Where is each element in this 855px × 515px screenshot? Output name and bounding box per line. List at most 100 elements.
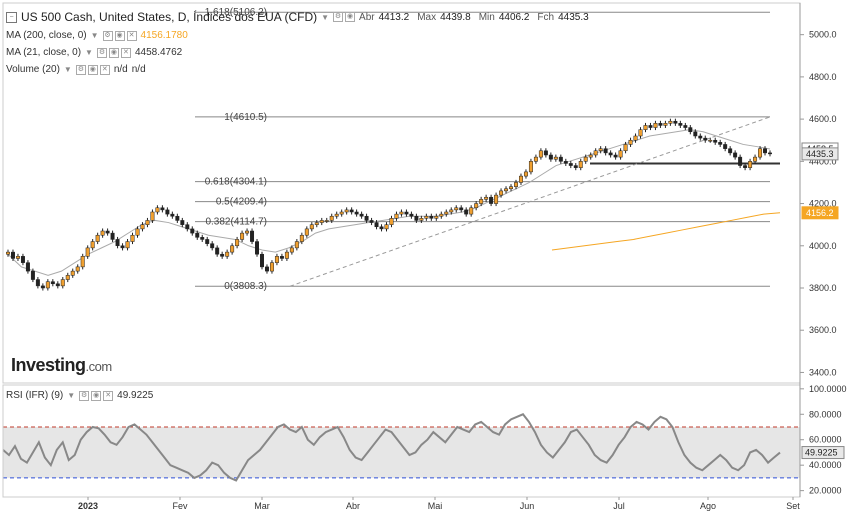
candle-body bbox=[668, 120, 673, 124]
candle-body bbox=[474, 203, 479, 209]
candle-body bbox=[698, 135, 703, 139]
candle-body bbox=[225, 251, 230, 257]
candle-body bbox=[284, 251, 289, 259]
fib-label: 1.618(5106.2) bbox=[205, 7, 267, 18]
candle-body bbox=[309, 224, 314, 230]
candle-body bbox=[658, 123, 663, 126]
rsi-value-tag-box bbox=[801, 446, 845, 460]
candle-body bbox=[90, 241, 95, 249]
symbol-title: US 500 Cash, United States, D, Índices d… bbox=[21, 10, 318, 24]
candle-body bbox=[603, 148, 608, 154]
eye-icon: ◉ bbox=[345, 12, 356, 22]
settings-icon: ⚙ bbox=[96, 47, 107, 58]
volume-label: Volume (20) bbox=[6, 64, 60, 75]
candle-body bbox=[409, 213, 414, 217]
candle-body bbox=[185, 224, 190, 230]
chevron-down-icon[interactable]: ▼ bbox=[63, 65, 72, 74]
settings-icon: ⚙ bbox=[102, 30, 113, 41]
candle-body bbox=[314, 222, 319, 225]
candle-body bbox=[230, 245, 235, 253]
candle-body bbox=[758, 148, 763, 158]
x-tick-label: Mai bbox=[428, 501, 443, 511]
collapse-icon[interactable]: − bbox=[6, 11, 17, 23]
x-tick-label: Mar bbox=[254, 501, 270, 511]
legend-controls[interactable]: ⚙ ◉ ✕ bbox=[102, 30, 137, 41]
fib-label: 0.382(4114.7) bbox=[205, 217, 267, 228]
candle-body bbox=[593, 150, 598, 156]
candle-body bbox=[538, 150, 543, 158]
price-tick-label: 4400.0 bbox=[809, 156, 837, 166]
eye-icon: ◉ bbox=[91, 390, 102, 401]
candle-body bbox=[205, 239, 210, 244]
price-tick-label: 5000.0 bbox=[809, 30, 837, 40]
candle-body bbox=[245, 230, 250, 234]
legend-controls[interactable]: ⚙ ◉ bbox=[333, 12, 356, 22]
candle-body bbox=[100, 230, 105, 236]
candle-body bbox=[763, 148, 768, 154]
price-tag-label: 4435.3 bbox=[806, 149, 834, 159]
candle-body bbox=[494, 194, 499, 204]
candle-body bbox=[543, 150, 548, 156]
candle-body bbox=[115, 239, 120, 247]
candle-body bbox=[304, 228, 309, 236]
candle-body bbox=[563, 161, 568, 164]
rsi-label: RSI (IFR) (9) bbox=[6, 390, 64, 401]
price-tag-box bbox=[801, 206, 839, 220]
candle-body bbox=[120, 245, 125, 249]
candle-body bbox=[613, 154, 618, 158]
fib-label: 0.5(4209.4) bbox=[216, 197, 267, 208]
candle-body bbox=[6, 251, 10, 255]
candle-body bbox=[190, 228, 195, 234]
ma200-value: 4156.1780 bbox=[140, 30, 188, 41]
candle-body bbox=[663, 123, 668, 126]
candle-body bbox=[608, 152, 613, 156]
axes: 5000.0 4800.0 4600.0 4400.0 4200.0 4000.0 3800… bbox=[2, 2, 847, 511]
chevron-down-icon[interactable]: ▼ bbox=[321, 12, 330, 22]
price-tick-label: 3400.0 bbox=[809, 367, 837, 377]
candle-body bbox=[324, 220, 329, 222]
symbol-legend: − US 500 Cash, United States, D, Índices… bbox=[6, 10, 593, 24]
candle-body bbox=[558, 156, 563, 162]
candle-body bbox=[15, 256, 20, 259]
fib-label: 0.618(4304.1) bbox=[205, 177, 267, 188]
candle-body bbox=[289, 247, 294, 253]
min-label: Min bbox=[478, 11, 495, 23]
fib-label: 1(4610.5) bbox=[224, 112, 267, 123]
candle-body bbox=[260, 253, 264, 268]
candle-body bbox=[240, 232, 245, 240]
legend-controls[interactable]: ⚙ ◉ ✕ bbox=[96, 47, 131, 58]
open-label: Abr bbox=[359, 11, 375, 23]
candle-body bbox=[155, 207, 160, 213]
chevron-down-icon[interactable]: ▼ bbox=[67, 391, 76, 400]
legend-controls[interactable]: ⚙ ◉ ✕ bbox=[79, 390, 114, 401]
x-tick-label: 2023 bbox=[78, 501, 98, 511]
x-tick-label: Ago bbox=[700, 501, 716, 511]
max-label: Max bbox=[417, 11, 437, 23]
candle-body bbox=[553, 156, 558, 160]
open-value: 4413.2 bbox=[378, 11, 410, 23]
candle-body bbox=[653, 123, 658, 128]
candle-body bbox=[598, 148, 603, 152]
x-tick-label: Fev bbox=[172, 501, 188, 511]
candle-body bbox=[548, 154, 553, 160]
candle-body bbox=[728, 148, 733, 154]
candle-body bbox=[215, 247, 220, 255]
candle-body bbox=[723, 144, 728, 149]
candle-body bbox=[738, 156, 743, 166]
chevron-down-icon[interactable]: ▼ bbox=[90, 31, 99, 40]
candle-body bbox=[250, 230, 255, 242]
eye-icon: ◉ bbox=[114, 30, 125, 41]
candle-body bbox=[40, 285, 45, 289]
settings-icon: ⚙ bbox=[333, 12, 344, 22]
candle-body bbox=[703, 137, 708, 141]
legend-controls[interactable]: ⚙ ◉ ✕ bbox=[75, 64, 110, 75]
candle-body bbox=[573, 165, 578, 168]
candle-body bbox=[20, 256, 25, 263]
candle-body bbox=[349, 209, 354, 213]
candle-body bbox=[140, 224, 145, 230]
rsi-band bbox=[3, 427, 800, 478]
candle-body bbox=[354, 211, 359, 215]
chevron-down-icon[interactable]: ▼ bbox=[85, 48, 93, 57]
candle-body bbox=[514, 182, 518, 187]
candle-body bbox=[743, 165, 748, 168]
